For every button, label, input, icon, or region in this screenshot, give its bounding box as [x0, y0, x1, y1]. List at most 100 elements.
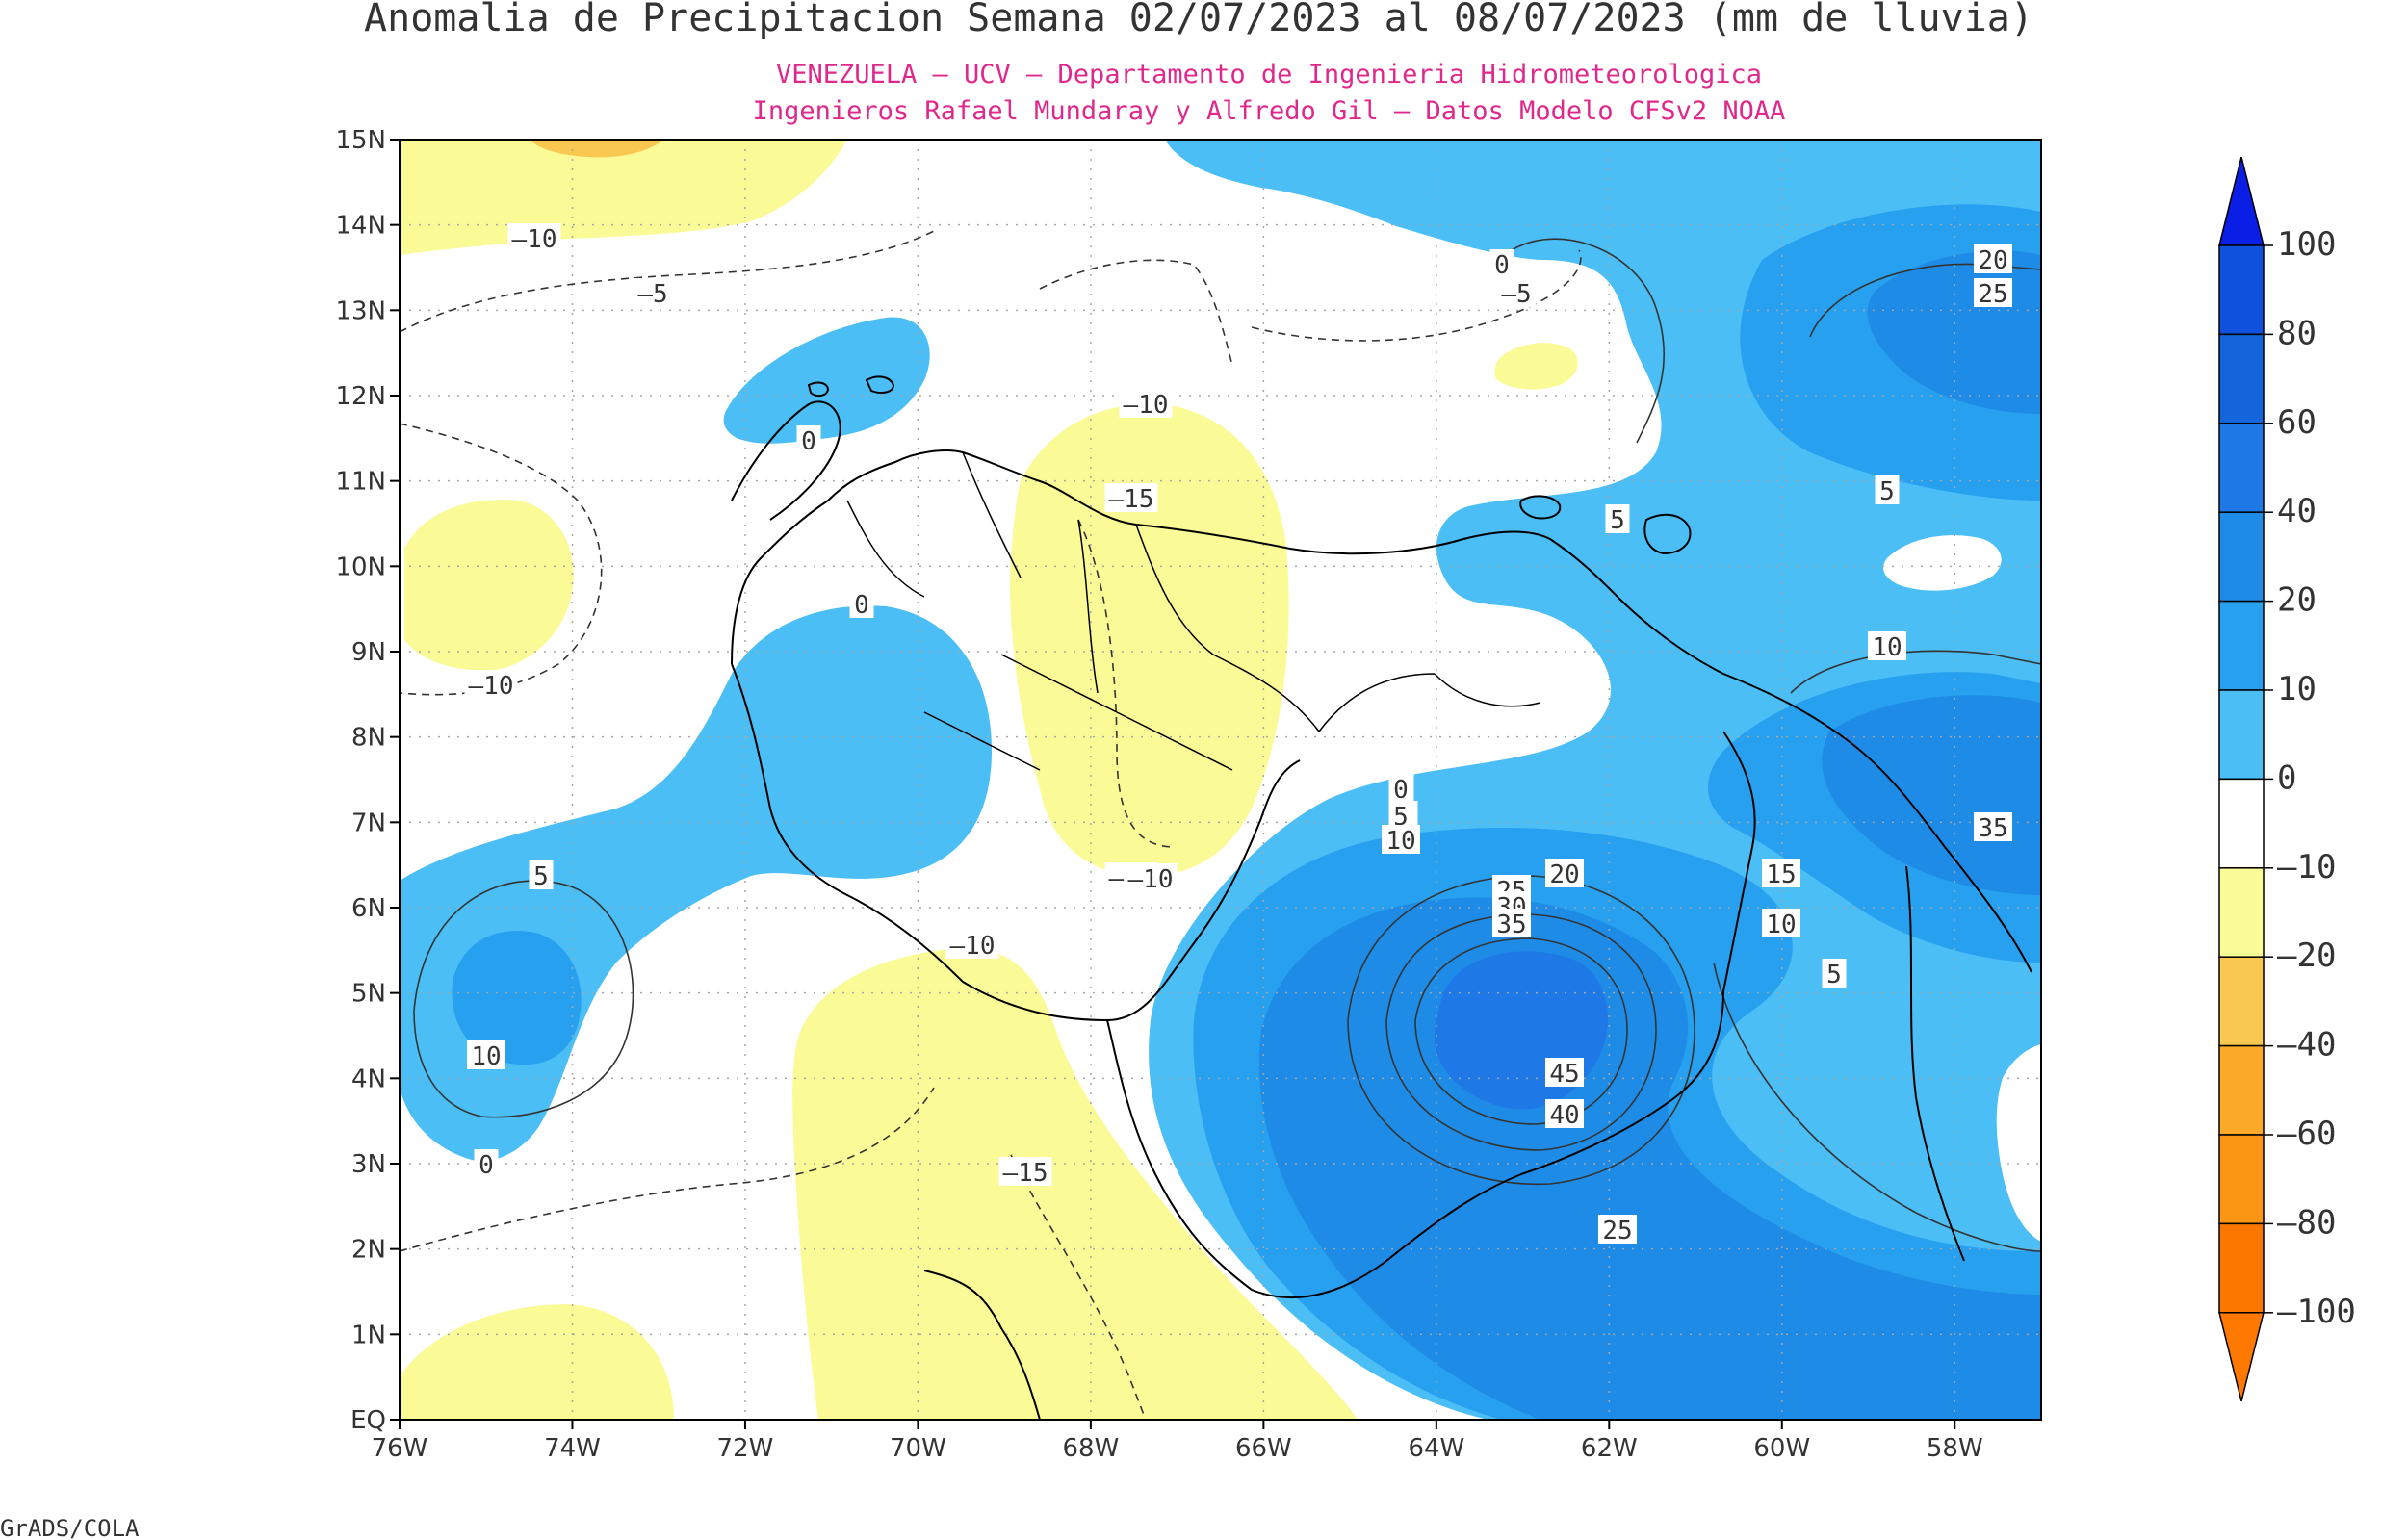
contour-solid-core2: [1385, 913, 1657, 1151]
contour-label: –5: [637, 280, 667, 309]
lon-tick-label: 76W: [372, 1434, 428, 1463]
contour-label: 10: [1385, 827, 1415, 856]
contour-label: 25: [1978, 280, 2007, 309]
contour-solid-east1: [1809, 263, 2041, 338]
plot-frame: [399, 139, 2042, 1421]
contour-label-bg: [1545, 1099, 1584, 1128]
contour-label-bg: [1124, 863, 1178, 892]
lat-tick-label: 8N: [351, 724, 386, 753]
contour-label-bg: [1497, 278, 1536, 307]
footer-credit: GrADS/COLA: [0, 1515, 140, 1540]
contour-label: 10: [471, 1042, 501, 1071]
contour-label-bg: [1762, 859, 1800, 887]
contour-label-bg: [1545, 859, 1584, 887]
contour-label-bg: [1119, 389, 1173, 418]
contour-label: –15: [1003, 1159, 1048, 1188]
colorbar-segment: [2218, 778, 2265, 869]
contour-label-bg: [1974, 812, 2012, 841]
state-borders-2: [923, 654, 1233, 771]
colorbar-label: –100: [2277, 1293, 2356, 1331]
map-subtitle-2: Ingenieros Rafael Mundaray y Alfredo Gil…: [753, 96, 1786, 126]
contour-label-bg: [634, 278, 672, 307]
border-guyana-suriname: [1905, 865, 1965, 1262]
contour-dashed-central2: [1077, 519, 1176, 848]
contour-label-bg: [507, 223, 561, 252]
colorbar-segment: [2218, 244, 2265, 336]
colorbar-segment: [2218, 1044, 2265, 1136]
contour-solid-core1: [1347, 875, 1695, 1186]
contour-label: 5: [1610, 506, 1625, 535]
colorbar-label: –20: [2277, 937, 2336, 975]
state-borders-1: [846, 451, 1541, 732]
border-venezuela-brazil: [1106, 990, 1724, 1298]
coastline-aruba: [807, 381, 830, 398]
colorbar-label: –10: [2277, 848, 2336, 886]
border-venezuela-guyana: [1722, 731, 1756, 992]
contour-label-bg: [1545, 1058, 1584, 1087]
contour-label: 0: [1494, 251, 1510, 280]
blue10-region-west: [452, 931, 582, 1065]
contour-label-bg: [849, 589, 874, 618]
lon-tick-label: 62W: [1581, 1434, 1638, 1463]
border-colombia-south: [923, 1270, 1041, 1420]
contour-label-bg: [1974, 244, 2012, 273]
colorbar-segment: [2218, 1222, 2265, 1314]
contour-label: 0: [801, 427, 816, 456]
white-region-southeast: [1996, 1044, 2041, 1242]
lon-tick-label: 70W: [890, 1434, 946, 1463]
lat-tick-label: 6N: [351, 894, 386, 923]
contour-label: 45: [1549, 1060, 1579, 1089]
graticule: [400, 140, 2041, 1420]
colorbar-label: –40: [2277, 1026, 2336, 1065]
lat-tick-label: 5N: [351, 980, 386, 1009]
lon-tick-label: 66W: [1235, 1434, 1292, 1463]
map-subtitle-1: VENEZUELA – UCV – Departamento de Ingeni…: [776, 60, 1762, 90]
lon-tick-label: 68W: [1062, 1434, 1119, 1463]
contour-label: –10: [1124, 391, 1169, 420]
contour-label-bg: [464, 670, 518, 699]
colorbar-segment: [2218, 511, 2265, 603]
contour-label: 0: [479, 1151, 494, 1180]
colorbar-top-triangle: [2218, 156, 2265, 246]
lat-tick-label: 14N: [335, 212, 386, 241]
contour-label: 15: [1766, 860, 1796, 889]
orange-region-north: [530, 140, 664, 158]
contour-label: –10: [512, 225, 557, 254]
contour-dashed-west: [400, 230, 935, 333]
contour-label: 0: [854, 591, 869, 620]
contour-label: 5: [533, 862, 549, 891]
colorbar-label: 0: [2277, 758, 2296, 797]
contour-label-bg: [1974, 278, 2012, 307]
contour-label: –10: [1128, 865, 1174, 894]
lat-tick-label: 7N: [351, 808, 386, 837]
lat-tick-label: 12N: [335, 382, 386, 411]
contour-label: 5: [1393, 803, 1409, 832]
contour-label: 20: [1549, 860, 1579, 889]
lat-tick-label: 1N: [351, 1321, 386, 1349]
contour-label-bg: [1868, 631, 1906, 660]
yellow-region-caribbean: [1494, 343, 1578, 390]
lat-tick-label: 15N: [335, 126, 386, 155]
contour-label-bg: [1875, 475, 1900, 504]
contour-label-bg: [1104, 483, 1158, 512]
contour-label-bg: [945, 930, 999, 959]
blue-region-abc: [723, 317, 930, 444]
contour-label-bg: [1762, 909, 1800, 937]
contour-solid-abc: [1511, 238, 1666, 444]
white-region-east: [1883, 535, 2002, 591]
contour-dashed-west2: [400, 423, 603, 696]
contour-label: 35: [1978, 814, 2007, 843]
yellow-region-guajira: [404, 500, 574, 671]
latitude-axis: 15N 14N 13N 12N 11N 10N 9N 8N 7N 6N 5N 4N 3N 2N 1N EQ: [335, 126, 400, 1435]
lat-tick-label: EQ: [350, 1406, 386, 1435]
lon-tick-label: 60W: [1753, 1434, 1810, 1463]
contour-label-bg: [796, 425, 821, 454]
contour-solid-sw1: [413, 880, 634, 1118]
border-colombia-venezuela: [731, 663, 1301, 1022]
colorbar-segment: [2218, 956, 2265, 1047]
contour-label: 35: [1496, 911, 1526, 939]
colorbar-segment: [2218, 1134, 2265, 1225]
contour-label-bg: [474, 1149, 499, 1178]
contour-label-bg: [1492, 909, 1531, 937]
